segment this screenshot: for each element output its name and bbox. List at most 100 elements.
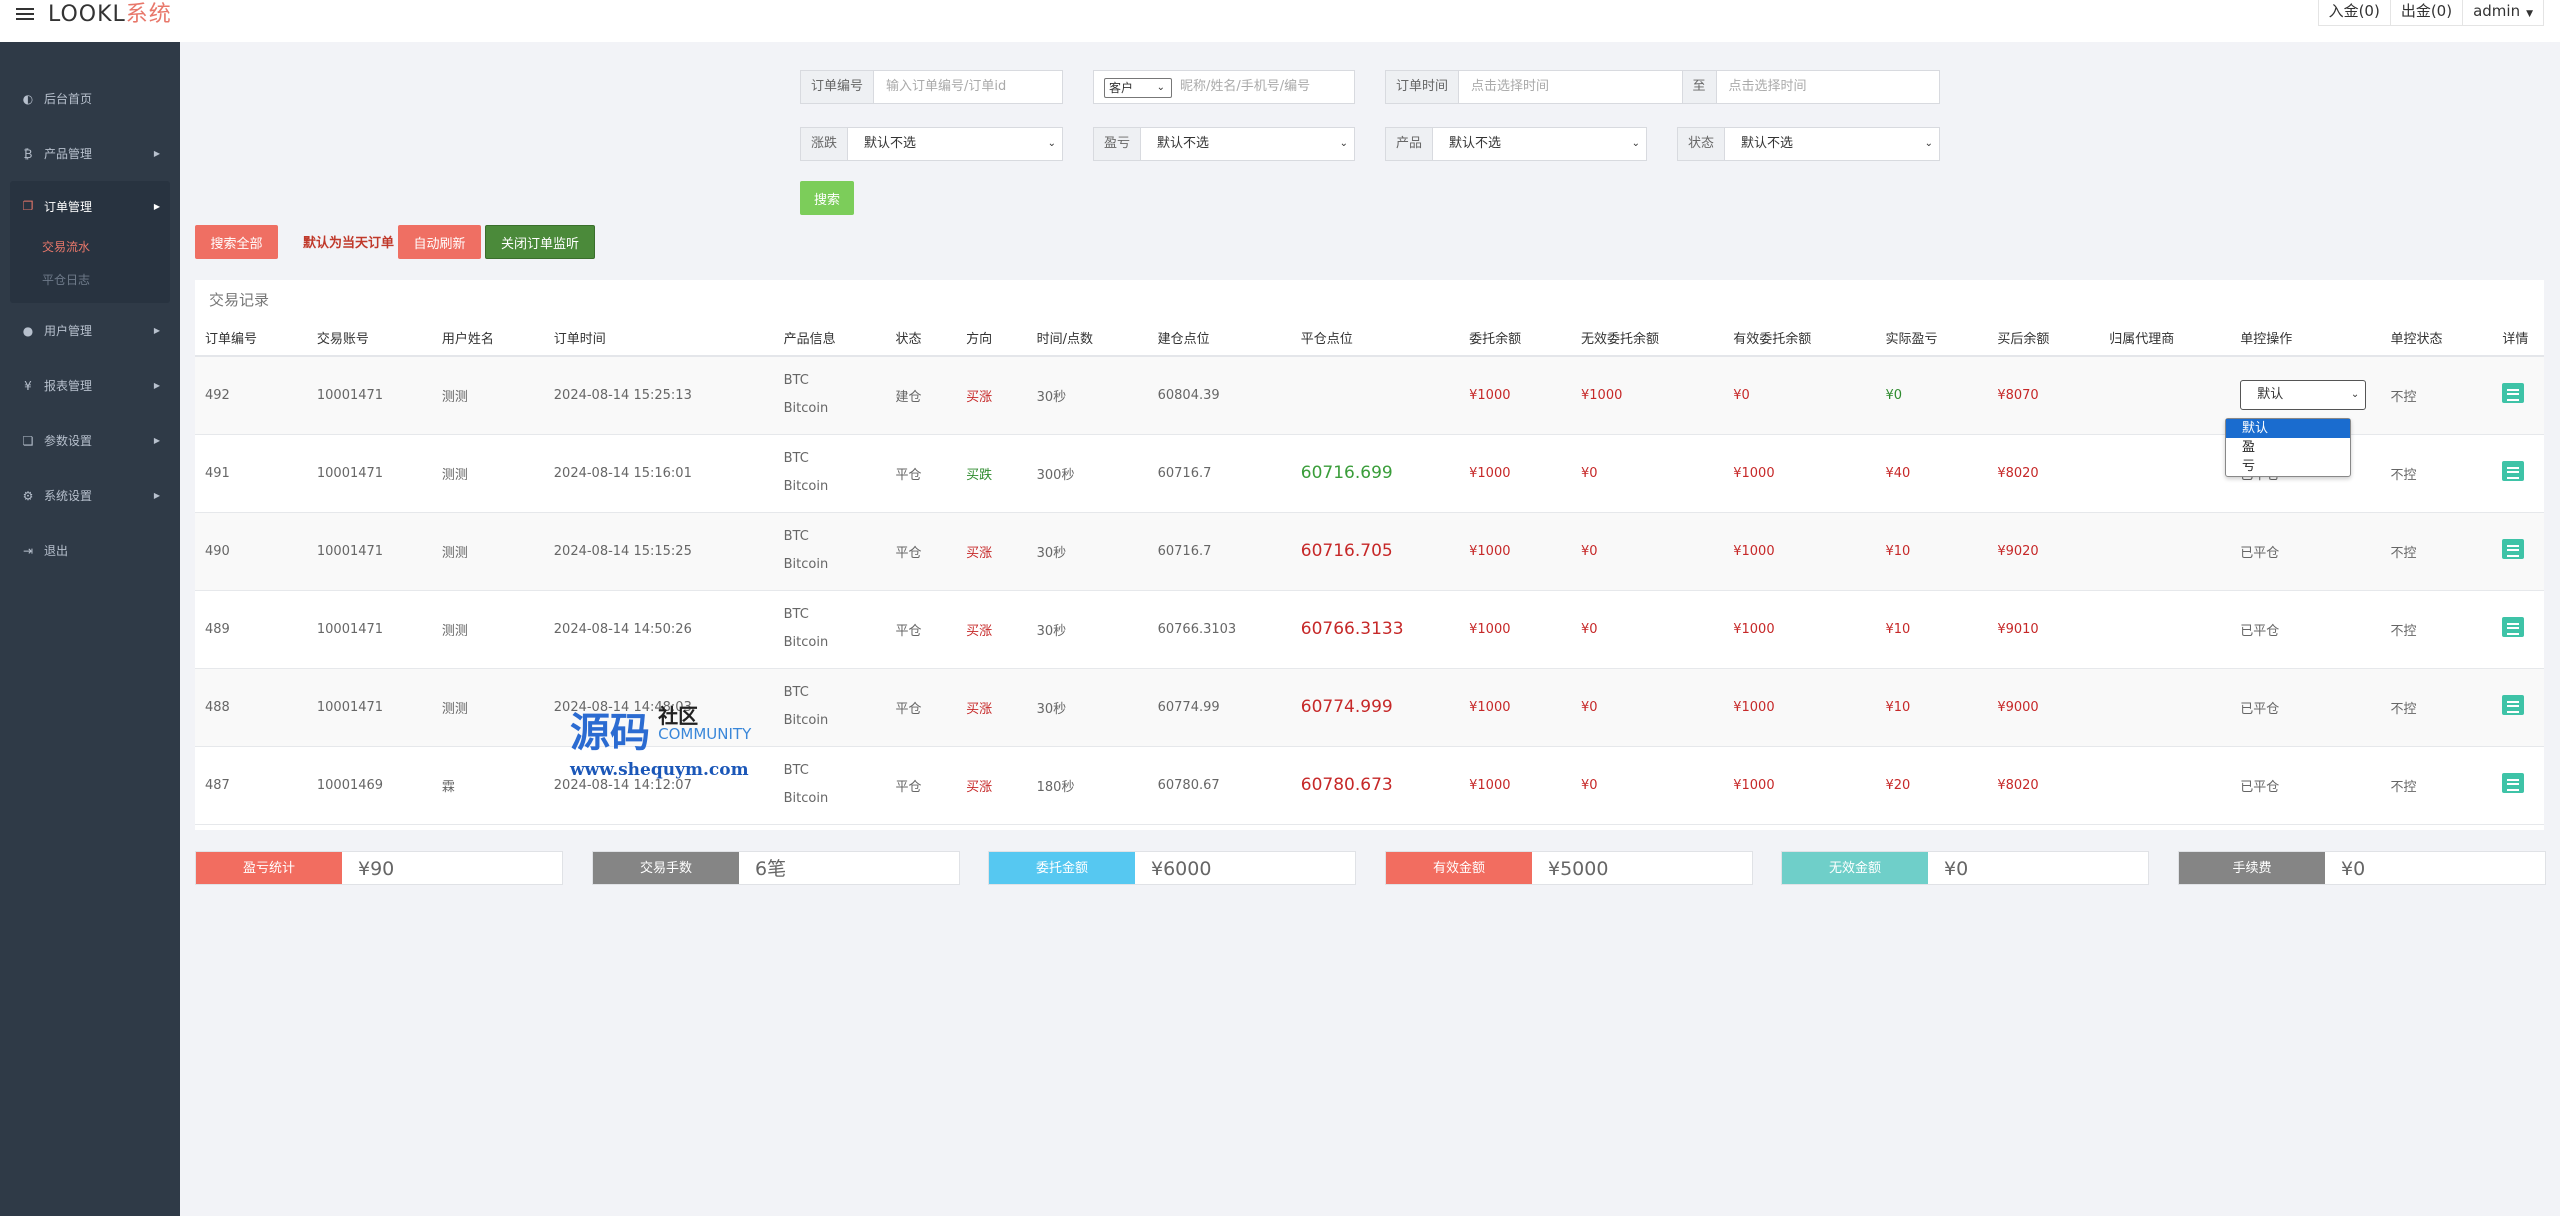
product-filter: 产品 默认不选 ⌄	[1385, 127, 1647, 161]
stat-value: ¥6000	[1151, 858, 1212, 880]
customer-type-select[interactable]: 客户 ⌄	[1104, 78, 1172, 98]
sidebar-item-products[interactable]: ₿ 产品管理 ▶	[0, 126, 180, 181]
dropdown-option-loss[interactable]: 亏	[2242, 459, 2256, 474]
product-label: 产品	[1386, 128, 1434, 160]
customer-input[interactable]: 昵称/姓名/手机号/编号	[1180, 79, 1311, 94]
sidebar-item-label: 系统设置	[44, 489, 93, 503]
sidebar-subitem-close-log[interactable]: 平仓日志	[42, 273, 91, 287]
detail-cell	[2492, 512, 2544, 591]
stat-box: 盈亏统计 ¥90	[195, 851, 563, 885]
order-status: 平仓	[885, 590, 957, 669]
start-time-input[interactable]: 点击选择时间	[1471, 79, 1550, 94]
sidebar-item-users[interactable]: ● 用户管理 ▶	[0, 303, 180, 358]
auto-refresh-button[interactable]: 自动刷新	[398, 225, 481, 259]
profit-loss-label: 盈亏	[1094, 128, 1142, 160]
column-header: 无效委托余额	[1571, 320, 1724, 357]
column-header: 归属代理商	[2099, 320, 2231, 357]
account: 10001471	[306, 512, 432, 591]
entrust-balance: ¥1000	[1459, 434, 1572, 513]
account: 10001469	[306, 746, 432, 825]
invalid-balance: ¥1000	[1571, 356, 1724, 435]
detail-icon[interactable]	[2502, 695, 2525, 715]
product-code: BTC	[783, 529, 809, 544]
copy-icon: ❐	[22, 199, 34, 213]
product-name: Bitcoin	[783, 401, 829, 417]
user-icon: ●	[22, 323, 34, 338]
user-name: 测测	[431, 434, 544, 513]
entrust-balance: ¥1000	[1459, 668, 1572, 747]
profit-loss-select[interactable]: 默认不选 ⌄	[1141, 128, 1354, 160]
control-operation: 已平仓	[2230, 746, 2381, 825]
entrust-balance: ¥1000	[1459, 356, 1572, 435]
product-select[interactable]: 默认不选 ⌄	[1433, 128, 1646, 160]
order-time-filter: 订单时间 点击选择时间 至 点击选择时间	[1385, 70, 1940, 104]
column-header: 方向	[956, 320, 1027, 357]
search-all-button[interactable]: 搜索全部	[195, 225, 278, 259]
product-value: 默认不选	[1449, 136, 1502, 151]
admin-user-menu[interactable]: admin ▼	[2463, 0, 2544, 26]
profit-loss-value: 默认不选	[1157, 136, 1210, 151]
stat-label: 无效金额	[1782, 852, 1928, 884]
chevron-right-icon: ▶	[153, 149, 160, 158]
detail-icon[interactable]	[2502, 539, 2525, 559]
chevron-down-icon: ⌄	[1047, 138, 1056, 149]
watermark-community-cn: 社区	[658, 704, 699, 728]
withdraw-link[interactable]: 出金(0)	[2390, 0, 2464, 26]
table-row: 489 10001471 测测 2024-08-14 14:50:26 BTC B…	[195, 590, 2544, 669]
table-row: 487 10001469 霖 2024-08-14 14:12:07 BTC Bi…	[195, 746, 2544, 825]
sidebar-item-logout[interactable]: ⇥ 退出	[0, 523, 180, 578]
deposit-link[interactable]: 入金(0)	[2317, 0, 2391, 26]
order-status: 平仓	[885, 746, 957, 825]
order-no-input[interactable]: 输入订单编号/订单id	[886, 79, 1007, 94]
sidebar-item-dashboard[interactable]: ◐ 后台首页	[0, 71, 180, 126]
after-balance: ¥8020	[1987, 746, 2100, 825]
status-value: 默认不选	[1741, 136, 1794, 151]
stat-value: ¥90	[358, 858, 395, 880]
direction: 买跌	[956, 434, 1027, 513]
dropdown-option-default[interactable]: 默认	[2226, 419, 2350, 438]
column-header: 平仓点位	[1290, 320, 1460, 357]
invalid-balance: ¥0	[1571, 746, 1724, 825]
detail-icon[interactable]	[2502, 383, 2525, 404]
close-monitor-button[interactable]: 关闭订单监听	[485, 225, 595, 259]
order-status: 平仓	[885, 668, 957, 747]
end-time-input[interactable]: 点击选择时间	[1728, 79, 1807, 94]
valid-balance: ¥1000	[1723, 746, 1876, 825]
after-balance: ¥8070	[1987, 356, 2100, 435]
hamburger-menu-icon[interactable]	[16, 5, 34, 23]
sidebar-group-orders: ❐ 订单管理 ▶ 交易流水 平仓日志	[10, 181, 170, 303]
sidebar-item-label: 后台首页	[44, 92, 93, 106]
detail-icon[interactable]	[2502, 773, 2525, 793]
sidebar-item-params[interactable]: ❏ 参数设置 ▶	[0, 413, 180, 468]
open-price: 60774.99	[1147, 668, 1291, 747]
control-select[interactable]: 默认 ⌄	[2240, 380, 2367, 411]
column-header: 建仓点位	[1147, 320, 1291, 357]
account: 10001471	[306, 434, 432, 513]
stat-value: ¥5000	[1548, 858, 1609, 880]
control-operation: 已平仓	[2230, 512, 2381, 591]
sidebar-item-system[interactable]: ⚙ 系统设置 ▶	[0, 468, 180, 523]
entrust-balance: ¥1000	[1459, 512, 1572, 591]
yen-icon: ¥	[24, 378, 32, 393]
detail-icon[interactable]	[2502, 617, 2525, 637]
column-header: 订单编号	[195, 320, 307, 357]
search-button[interactable]: 搜索	[800, 181, 854, 215]
stat-box: 委托金额 ¥6000	[988, 851, 1356, 885]
actual-pnl: ¥20	[1875, 746, 1988, 825]
control-status-text: 已平仓	[2240, 701, 2280, 717]
order-id: 487	[195, 746, 307, 825]
detail-icon[interactable]	[2502, 461, 2525, 481]
table-header-row: 订单编号 交易账号 用户姓名 订单时间 产品信息 状态 方向 时间/点数 建仓点位 平仓点位 委托余…	[195, 320, 2544, 357]
sidebar-subitem-transactions[interactable]: 交易流水	[42, 240, 91, 254]
column-header: 时间/点数	[1026, 320, 1148, 357]
account: 10001471	[306, 356, 432, 435]
sidebar-item-orders[interactable]: ❐ 订单管理 ▶	[10, 181, 170, 231]
rise-fall-select[interactable]: 默认不选 ⌄	[848, 128, 1062, 160]
product-info: BTC Bitcoin	[773, 356, 886, 435]
dropdown-option-profit[interactable]: 盈	[2242, 440, 2256, 455]
detail-cell	[2492, 434, 2544, 513]
actual-pnl: ¥10	[1875, 590, 1988, 669]
status-select[interactable]: 默认不选 ⌄	[1725, 128, 1939, 160]
sidebar-item-reports[interactable]: ¥ 报表管理 ▶	[0, 358, 180, 413]
product-name: Bitcoin	[783, 557, 829, 572]
